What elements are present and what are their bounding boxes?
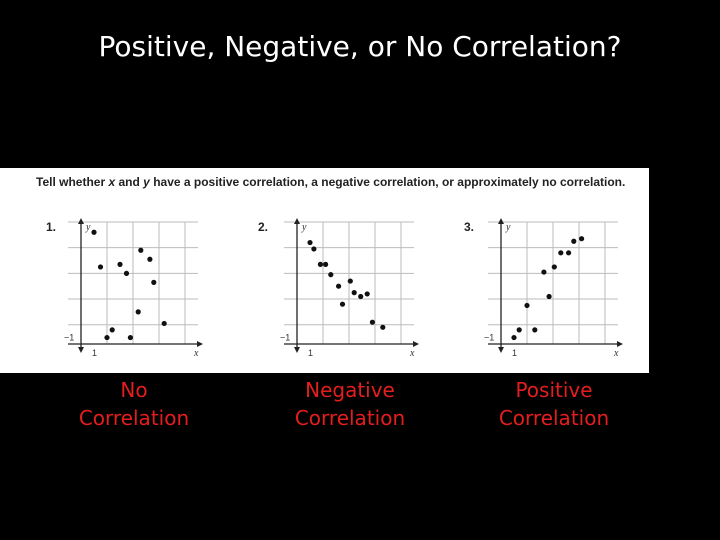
x-axis-label: x — [409, 348, 415, 356]
data-point — [511, 334, 517, 341]
instructions-var-x: x — [108, 175, 116, 189]
y-axis-label: y — [505, 222, 511, 233]
y-axis-down-arrow-icon — [498, 347, 504, 353]
x-axis-arrow-icon — [197, 341, 203, 347]
data-point — [541, 269, 547, 275]
answer-3-line1: Positive — [515, 378, 593, 402]
data-point — [369, 319, 375, 325]
answer-3-line2: Correlation — [498, 406, 610, 430]
answer-2: Negative Correlation — [270, 376, 430, 432]
x-axis-arrow-icon — [413, 341, 419, 347]
data-point — [566, 250, 572, 256]
x-axis-label: x — [193, 348, 199, 356]
y-tick-label: −1 — [484, 333, 494, 343]
data-point — [579, 236, 585, 242]
data-point — [571, 238, 577, 244]
data-point — [339, 301, 346, 307]
data-point — [161, 320, 167, 327]
data-point — [358, 293, 364, 300]
answer-2-line2: Correlation — [294, 406, 406, 430]
answer-1: No Correlation — [54, 376, 214, 432]
x-axis-arrow-icon — [617, 341, 623, 347]
instructions-text-and: and — [115, 175, 144, 189]
grid — [488, 221, 618, 344]
data-point — [109, 327, 115, 333]
data-point — [546, 293, 552, 300]
y-axis-down-arrow-icon — [78, 347, 84, 353]
data-point — [123, 270, 130, 276]
instructions: Tell whether x and y have a positive cor… — [36, 174, 636, 190]
y-axis-label: y — [85, 222, 91, 233]
x-tick-label: 1 — [512, 348, 517, 356]
y-axis-label: y — [301, 222, 307, 233]
y-tick-label: −1 — [280, 333, 290, 343]
data-point — [351, 290, 357, 296]
data-point — [516, 327, 522, 333]
data-point — [91, 229, 97, 235]
y-tick-label: −1 — [64, 333, 74, 343]
y-axis-arrow-icon — [498, 218, 504, 224]
data-point — [147, 256, 153, 262]
data-point — [328, 272, 334, 278]
data-point — [532, 327, 538, 333]
data-point — [558, 250, 564, 256]
y-axis-down-arrow-icon — [294, 347, 300, 353]
instructions-text-2: have a positive correlation, a negative … — [149, 175, 626, 189]
scatter-plot-2: y x 1 −1 — [280, 218, 419, 356]
answer-1-line1: No — [120, 378, 148, 402]
answer-1-line2: Correlation — [78, 406, 190, 430]
data-point — [551, 264, 557, 270]
x-axis-label: x — [613, 348, 619, 356]
y-axis-arrow-icon — [294, 218, 300, 224]
answer-2-line1: Negative — [305, 378, 395, 402]
data-point — [311, 246, 317, 252]
data-point — [347, 278, 353, 284]
answer-3: Positive Correlation — [474, 376, 634, 432]
problem-number-2: 2. — [258, 220, 269, 234]
textbook-panel: Tell whether x and y have a positive cor… — [0, 168, 649, 373]
slide-title: Positive, Negative, or No Correlation? — [98, 30, 622, 63]
scatter-plot-1: y x 1 −1 — [64, 218, 203, 356]
data-point — [138, 247, 144, 253]
data-point — [151, 279, 157, 285]
x-tick-label: 1 — [92, 348, 97, 356]
data-point — [336, 283, 342, 289]
problem-number-1: 1. — [46, 220, 57, 234]
data-point — [135, 309, 141, 315]
problem-number-3: 3. — [464, 220, 475, 234]
y-axis-arrow-icon — [78, 218, 84, 224]
data-point — [307, 239, 313, 246]
grid — [68, 221, 198, 344]
data-point — [524, 302, 530, 309]
instructions-var-y: y — [143, 175, 150, 189]
instructions-text-1: Tell whether — [36, 175, 109, 189]
data-point — [104, 334, 110, 341]
data-point — [323, 261, 329, 267]
data-point — [117, 261, 123, 267]
data-point — [127, 334, 133, 341]
x-tick-label: 1 — [308, 348, 313, 356]
scatter-plot-3: y x 1 −1 — [484, 218, 623, 356]
data-point — [364, 291, 370, 297]
data-point — [317, 261, 323, 267]
data-point — [97, 264, 104, 270]
data-point — [380, 324, 386, 330]
